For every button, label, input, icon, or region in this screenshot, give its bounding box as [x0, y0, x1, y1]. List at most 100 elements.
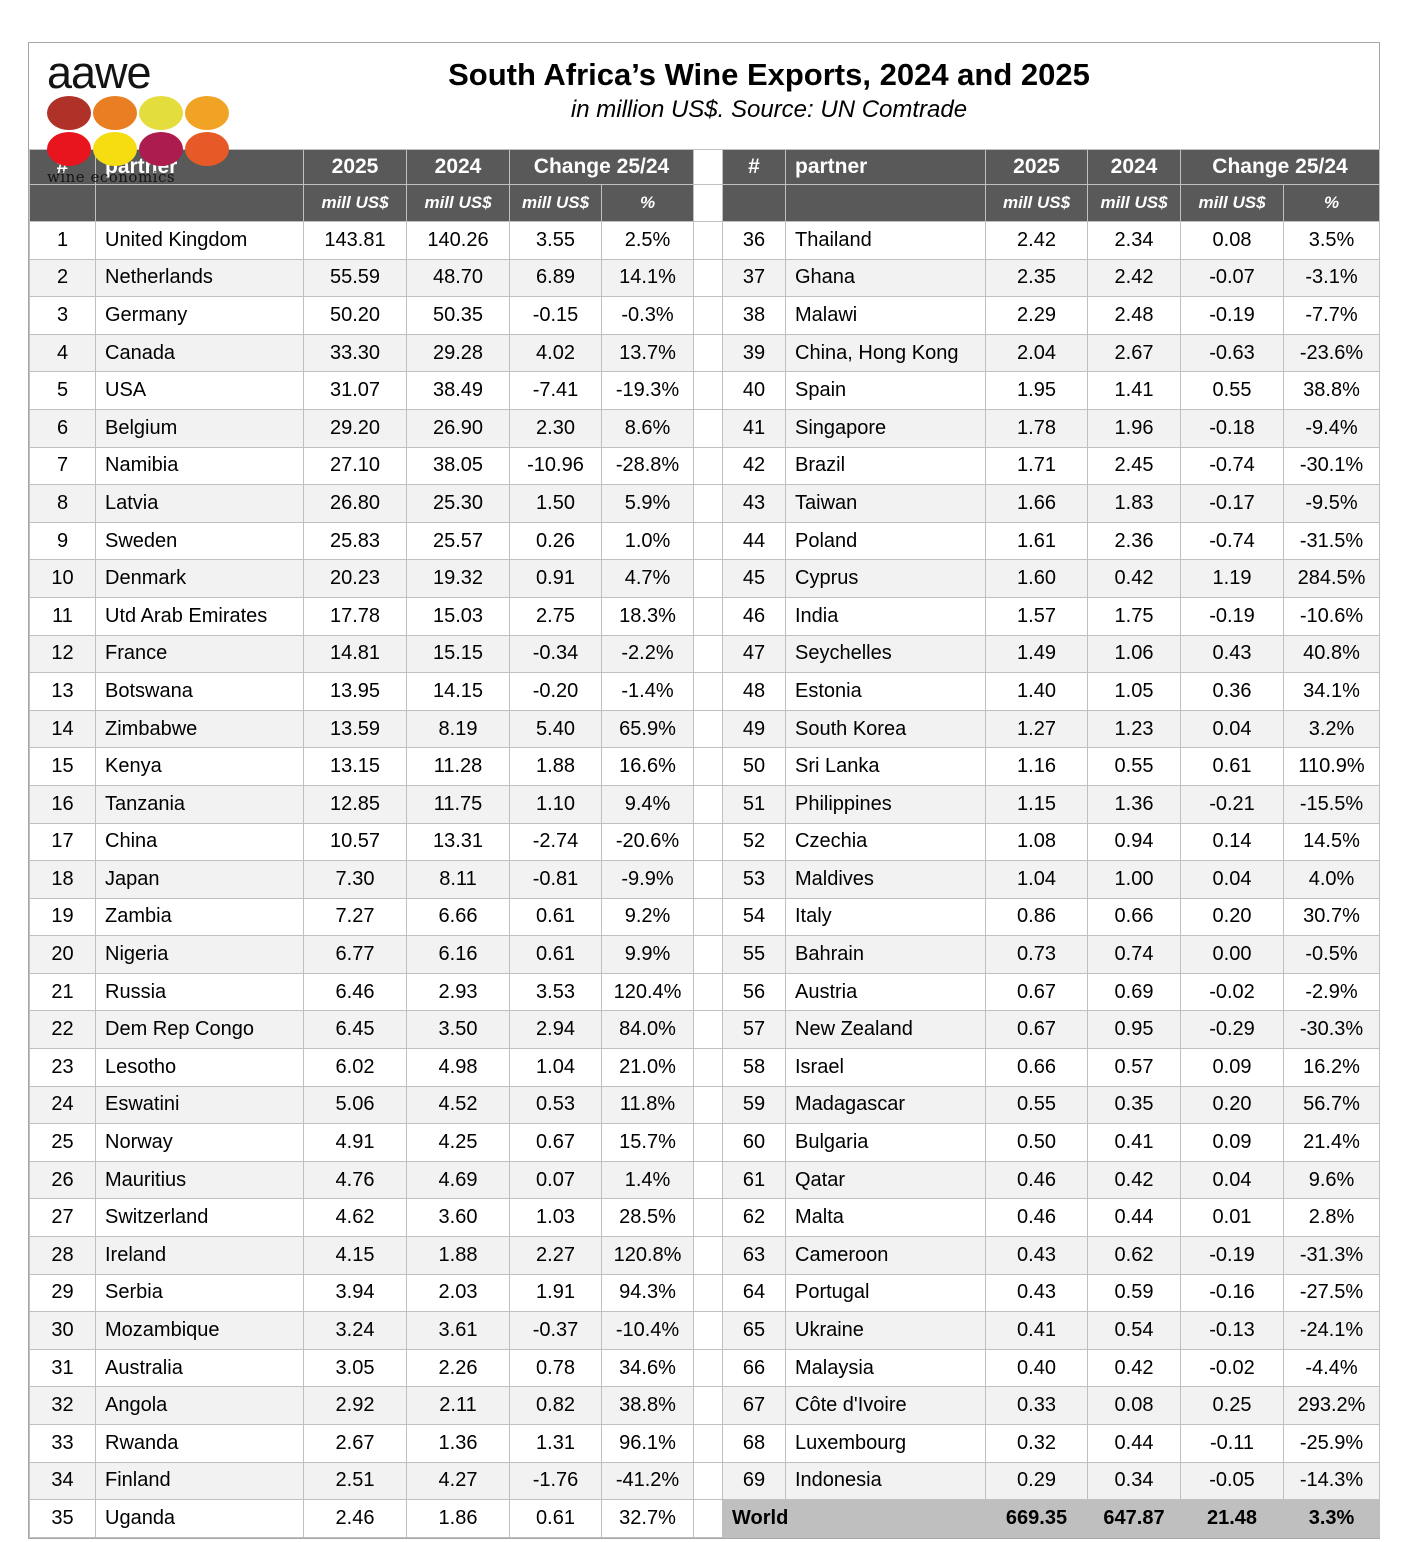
logo-dot-icon	[93, 96, 137, 130]
cell-rank: 57	[722, 1010, 786, 1050]
cell-change: 0.82	[509, 1386, 602, 1425]
unit-blank-left	[29, 184, 96, 222]
world-percent: 3.3%	[1283, 1499, 1380, 1538]
cell-2024: 0.94	[1087, 822, 1181, 862]
cell-2025: 2.46	[303, 1499, 407, 1538]
cell-2024: 15.03	[406, 596, 510, 636]
cell-2024: 0.74	[1087, 935, 1181, 974]
cell-2024: 0.44	[1087, 1198, 1181, 1238]
cell-rank: 60	[722, 1123, 786, 1162]
cell-percent: 4.0%	[1283, 860, 1380, 899]
table-gap	[693, 221, 723, 260]
cell-partner: Thailand	[785, 221, 986, 260]
cell-partner: Cyprus	[785, 559, 986, 598]
cell-change: 0.01	[1180, 1198, 1284, 1238]
cell-2025: 26.80	[303, 484, 407, 523]
cell-partner: Uganda	[95, 1499, 304, 1538]
cell-percent: -20.6%	[601, 822, 694, 862]
cell-partner: Brazil	[785, 446, 986, 486]
cell-partner: Ghana	[785, 258, 986, 298]
cell-rank: 22	[29, 1010, 96, 1050]
cell-partner: Philippines	[785, 784, 986, 824]
table-row: 10 Denmark 20.23 19.32 0.91 4.7% 45 Cyprus 1.60 0…	[29, 559, 1380, 598]
cell-rank: 28	[29, 1236, 96, 1275]
cell-percent: 284.5%	[1283, 559, 1380, 598]
cell-partner: Ireland	[95, 1236, 304, 1275]
col-header-2025-left: 2025	[303, 149, 407, 185]
logo-dot-icon	[185, 96, 229, 130]
cell-2025: 0.46	[985, 1198, 1088, 1238]
table-gap	[693, 446, 723, 486]
cell-percent: 9.2%	[601, 897, 694, 937]
cell-rank: 47	[722, 634, 786, 674]
cell-rank: 23	[29, 1048, 96, 1087]
cell-percent: -2.9%	[1283, 972, 1380, 1012]
cell-2024: 0.41	[1087, 1123, 1181, 1162]
cell-partner: New Zealand	[785, 1010, 986, 1050]
table-gap	[693, 184, 723, 222]
cell-percent: -10.4%	[601, 1311, 694, 1350]
cell-rank: 50	[722, 747, 786, 786]
cell-percent: 3.5%	[1283, 221, 1380, 260]
cell-2024: 0.55	[1087, 747, 1181, 786]
table-row: 23 Lesotho 6.02 4.98 1.04 21.0% 58 Israel 0.66 0.…	[29, 1048, 1380, 1087]
cell-change: 0.55	[1180, 371, 1284, 410]
cell-2024: 4.25	[406, 1123, 510, 1162]
cell-rank: 29	[29, 1273, 96, 1313]
cell-rank: 43	[722, 484, 786, 523]
logo-dot-icon	[139, 96, 183, 130]
table-row: 6 Belgium 29.20 26.90 2.30 8.6% 41 Singapore 1.7…	[29, 408, 1380, 448]
cell-change: -0.19	[1180, 596, 1284, 636]
cell-2025: 1.40	[985, 672, 1088, 711]
cell-percent: -0.3%	[601, 296, 694, 335]
cell-percent: -9.4%	[1283, 408, 1380, 448]
cell-2025: 0.29	[985, 1461, 1088, 1501]
table-gap	[693, 296, 723, 335]
table-gap	[693, 822, 723, 862]
cell-2024: 11.75	[406, 784, 510, 824]
logo-dot-row	[47, 95, 239, 131]
cell-rank: 1	[29, 221, 96, 260]
cell-rank: 45	[722, 559, 786, 598]
table-gap	[693, 1348, 723, 1388]
table-row: 2 Netherlands 55.59 48.70 6.89 14.1% 37 Ghana 2.…	[29, 258, 1380, 298]
table-gap	[693, 672, 723, 711]
cell-2025: 14.81	[303, 634, 407, 674]
cell-rank: 10	[29, 559, 96, 598]
table-gap	[693, 897, 723, 937]
cell-2024: 3.60	[406, 1198, 510, 1238]
col-header-2025-right: 2025	[985, 149, 1088, 185]
table-row: 20 Nigeria 6.77 6.16 0.61 9.9% 55 Bahrain 0.73 0.…	[29, 935, 1380, 974]
cell-2025: 0.43	[985, 1236, 1088, 1275]
cell-percent: 28.5%	[601, 1198, 694, 1238]
cell-change: -0.05	[1180, 1461, 1284, 1501]
cell-partner: Serbia	[95, 1273, 304, 1313]
cell-percent: -24.1%	[1283, 1311, 1380, 1350]
cell-rank: 26	[29, 1160, 96, 1200]
table-gap	[693, 935, 723, 974]
cell-partner: Australia	[95, 1348, 304, 1388]
table-row: 9 Sweden 25.83 25.57 0.26 1.0% 44 Poland 1.61 2.3…	[29, 521, 1380, 561]
cell-partner: Switzerland	[95, 1198, 304, 1238]
cell-2025: 0.50	[985, 1123, 1088, 1162]
cell-rank: 63	[722, 1236, 786, 1275]
cell-percent: 9.6%	[1283, 1160, 1380, 1200]
cell-change: 3.55	[509, 221, 602, 260]
cell-2024: 25.57	[406, 521, 510, 561]
cell-2024: 1.41	[1087, 371, 1181, 410]
table-row: 18 Japan 7.30 8.11 -0.81 -9.9% 53 Maldives 1.04 1…	[29, 860, 1380, 899]
cell-2025: 0.73	[985, 935, 1088, 974]
cell-rank: 56	[722, 972, 786, 1012]
cell-2025: 1.49	[985, 634, 1088, 674]
table-row: 25 Norway 4.91 4.25 0.67 15.7% 60 Bulgaria 0.50 0…	[29, 1123, 1380, 1162]
cell-partner: Finland	[95, 1461, 304, 1501]
col-header-partner-right: partner	[785, 149, 986, 185]
cell-change: 1.31	[509, 1424, 602, 1463]
cell-partner: China, Hong Kong	[785, 333, 986, 373]
table-gap	[693, 1386, 723, 1425]
cell-change: 0.78	[509, 1348, 602, 1388]
cell-change: 1.91	[509, 1273, 602, 1313]
cell-2024: 19.32	[406, 559, 510, 598]
table-gap	[693, 1461, 723, 1501]
cell-percent: 4.7%	[601, 559, 694, 598]
